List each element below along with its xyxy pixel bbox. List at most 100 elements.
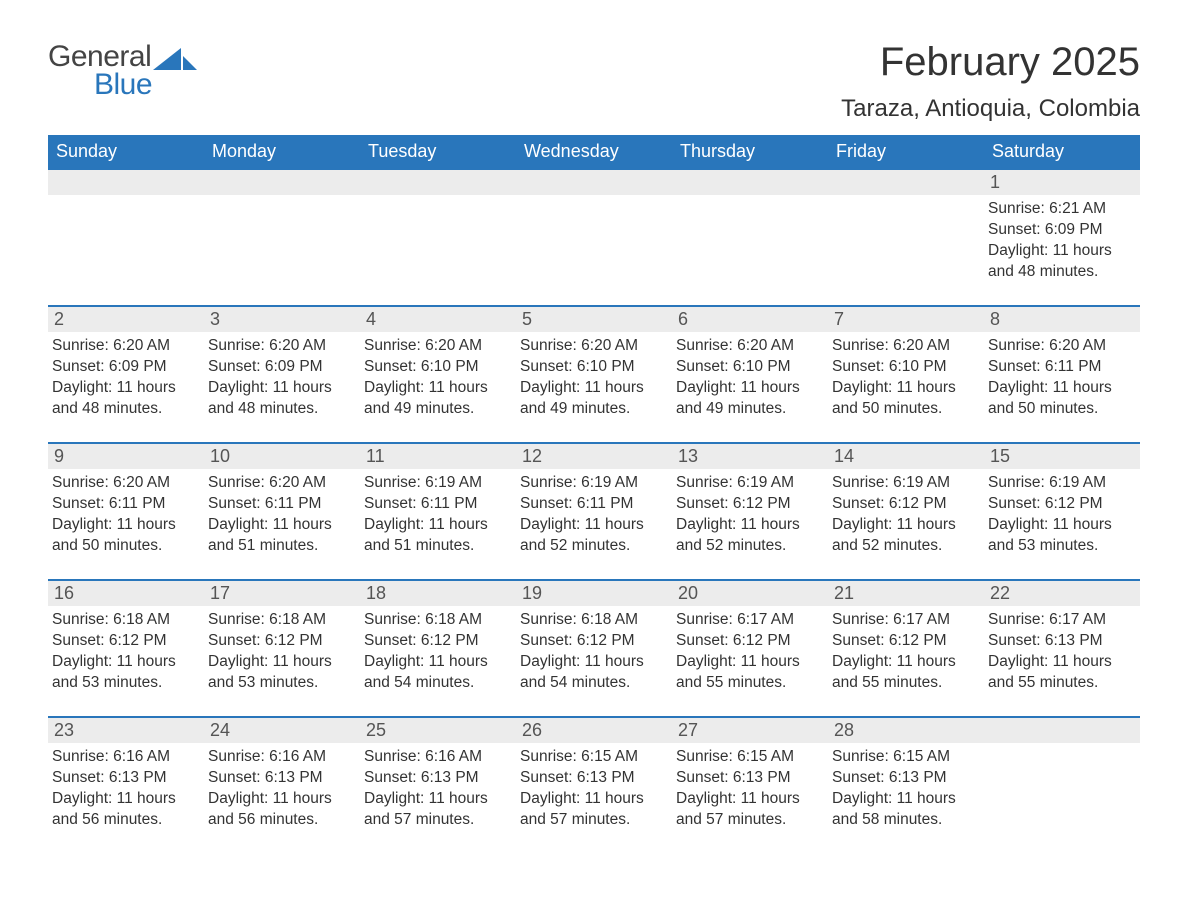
weekday-header: Monday <box>204 135 360 170</box>
day-number: 24 <box>204 718 360 743</box>
day-number-row: 2345678 <box>48 307 1140 332</box>
day-number: 2 <box>48 307 204 332</box>
day-number: 12 <box>516 444 672 469</box>
daylight-line1: Daylight: 11 hours <box>832 515 978 536</box>
sunrise-text: Sunrise: 6:15 AM <box>676 747 822 768</box>
day-cell: Sunrise: 6:18 AMSunset: 6:12 PMDaylight:… <box>204 606 360 702</box>
sunrise-text: Sunrise: 6:20 AM <box>364 336 510 357</box>
sunset-text: Sunset: 6:13 PM <box>208 768 354 789</box>
weekday-header: Sunday <box>48 135 204 170</box>
calendar-week: 1Sunrise: 6:21 AMSunset: 6:09 PMDaylight… <box>48 170 1140 291</box>
day-cell: Sunrise: 6:20 AMSunset: 6:10 PMDaylight:… <box>360 332 516 428</box>
sunset-text: Sunset: 6:12 PM <box>676 494 822 515</box>
day-number: 1 <box>984 170 1140 195</box>
daylight-line2: and 53 minutes. <box>208 673 354 694</box>
sunrise-text: Sunrise: 6:17 AM <box>832 610 978 631</box>
daylight-line1: Daylight: 11 hours <box>676 378 822 399</box>
sunrise-text: Sunrise: 6:16 AM <box>52 747 198 768</box>
daylight-line1: Daylight: 11 hours <box>52 789 198 810</box>
daylight-line1: Daylight: 11 hours <box>364 378 510 399</box>
sunrise-text: Sunrise: 6:18 AM <box>364 610 510 631</box>
daylight-line2: and 54 minutes. <box>364 673 510 694</box>
daylight-line2: and 57 minutes. <box>364 810 510 831</box>
sunset-text: Sunset: 6:13 PM <box>676 768 822 789</box>
day-cell: Sunrise: 6:19 AMSunset: 6:11 PMDaylight:… <box>360 469 516 565</box>
day-cell: Sunrise: 6:15 AMSunset: 6:13 PMDaylight:… <box>828 743 984 839</box>
sunset-text: Sunset: 6:09 PM <box>988 220 1134 241</box>
weekday-header: Friday <box>828 135 984 170</box>
day-cell: Sunrise: 6:16 AMSunset: 6:13 PMDaylight:… <box>360 743 516 839</box>
day-number-row: 232425262728 <box>48 718 1140 743</box>
day-number: 10 <box>204 444 360 469</box>
day-number: 5 <box>516 307 672 332</box>
day-number: 8 <box>984 307 1140 332</box>
day-number <box>516 170 672 195</box>
day-cell: Sunrise: 6:21 AMSunset: 6:09 PMDaylight:… <box>984 195 1140 291</box>
daylight-line1: Daylight: 11 hours <box>208 378 354 399</box>
daylight-line2: and 51 minutes. <box>364 536 510 557</box>
day-cell: Sunrise: 6:20 AMSunset: 6:10 PMDaylight:… <box>672 332 828 428</box>
sunrise-text: Sunrise: 6:16 AM <box>208 747 354 768</box>
day-cell: Sunrise: 6:19 AMSunset: 6:12 PMDaylight:… <box>672 469 828 565</box>
sunrise-text: Sunrise: 6:21 AM <box>988 199 1134 220</box>
day-cell <box>516 195 672 291</box>
day-cell <box>48 195 204 291</box>
calendar-week: 16171819202122Sunrise: 6:18 AMSunset: 6:… <box>48 579 1140 702</box>
sunset-text: Sunset: 6:11 PM <box>364 494 510 515</box>
daylight-line2: and 51 minutes. <box>208 536 354 557</box>
day-data-row: Sunrise: 6:16 AMSunset: 6:13 PMDaylight:… <box>48 743 1140 839</box>
daylight-line2: and 53 minutes. <box>988 536 1134 557</box>
day-cell: Sunrise: 6:18 AMSunset: 6:12 PMDaylight:… <box>360 606 516 702</box>
sunrise-text: Sunrise: 6:17 AM <box>988 610 1134 631</box>
day-cell: Sunrise: 6:18 AMSunset: 6:12 PMDaylight:… <box>516 606 672 702</box>
sunset-text: Sunset: 6:12 PM <box>988 494 1134 515</box>
daylight-line1: Daylight: 11 hours <box>364 789 510 810</box>
daylight-line2: and 56 minutes. <box>52 810 198 831</box>
sunset-text: Sunset: 6:09 PM <box>52 357 198 378</box>
day-number: 26 <box>516 718 672 743</box>
daylight-line1: Daylight: 11 hours <box>832 789 978 810</box>
daylight-line1: Daylight: 11 hours <box>988 515 1134 536</box>
month-title: February 2025 <box>841 40 1140 85</box>
day-cell <box>672 195 828 291</box>
weeks-host: 1Sunrise: 6:21 AMSunset: 6:09 PMDaylight… <box>48 170 1140 839</box>
daylight-line2: and 53 minutes. <box>52 673 198 694</box>
day-number: 19 <box>516 581 672 606</box>
daylight-line2: and 48 minutes. <box>208 399 354 420</box>
day-cell: Sunrise: 6:17 AMSunset: 6:13 PMDaylight:… <box>984 606 1140 702</box>
day-number: 6 <box>672 307 828 332</box>
day-number-row: 1 <box>48 170 1140 195</box>
daylight-line1: Daylight: 11 hours <box>52 378 198 399</box>
daylight-line1: Daylight: 11 hours <box>208 515 354 536</box>
sunset-text: Sunset: 6:10 PM <box>832 357 978 378</box>
day-number: 20 <box>672 581 828 606</box>
daylight-line2: and 49 minutes. <box>364 399 510 420</box>
day-cell: Sunrise: 6:17 AMSunset: 6:12 PMDaylight:… <box>828 606 984 702</box>
daylight-line2: and 49 minutes. <box>520 399 666 420</box>
daylight-line1: Daylight: 11 hours <box>364 515 510 536</box>
header: General Blue February 2025 Taraza, Antio… <box>48 40 1140 123</box>
daylight-line1: Daylight: 11 hours <box>676 652 822 673</box>
daylight-line2: and 52 minutes. <box>676 536 822 557</box>
sunset-text: Sunset: 6:11 PM <box>520 494 666 515</box>
sunset-text: Sunset: 6:13 PM <box>52 768 198 789</box>
sunset-text: Sunset: 6:10 PM <box>676 357 822 378</box>
day-cell: Sunrise: 6:16 AMSunset: 6:13 PMDaylight:… <box>48 743 204 839</box>
sunrise-text: Sunrise: 6:20 AM <box>988 336 1134 357</box>
day-cell: Sunrise: 6:15 AMSunset: 6:13 PMDaylight:… <box>672 743 828 839</box>
day-number: 18 <box>360 581 516 606</box>
sunset-text: Sunset: 6:11 PM <box>208 494 354 515</box>
sunrise-text: Sunrise: 6:19 AM <box>364 473 510 494</box>
sunrise-text: Sunrise: 6:20 AM <box>676 336 822 357</box>
daylight-line2: and 55 minutes. <box>676 673 822 694</box>
day-cell <box>984 743 1140 839</box>
sunset-text: Sunset: 6:11 PM <box>52 494 198 515</box>
day-number: 28 <box>828 718 984 743</box>
day-cell: Sunrise: 6:20 AMSunset: 6:10 PMDaylight:… <box>828 332 984 428</box>
sunrise-text: Sunrise: 6:18 AM <box>208 610 354 631</box>
calendar-week: 2345678Sunrise: 6:20 AMSunset: 6:09 PMDa… <box>48 305 1140 428</box>
sunrise-text: Sunrise: 6:20 AM <box>832 336 978 357</box>
sunset-text: Sunset: 6:13 PM <box>520 768 666 789</box>
daylight-line1: Daylight: 11 hours <box>988 378 1134 399</box>
weekday-header: Tuesday <box>360 135 516 170</box>
